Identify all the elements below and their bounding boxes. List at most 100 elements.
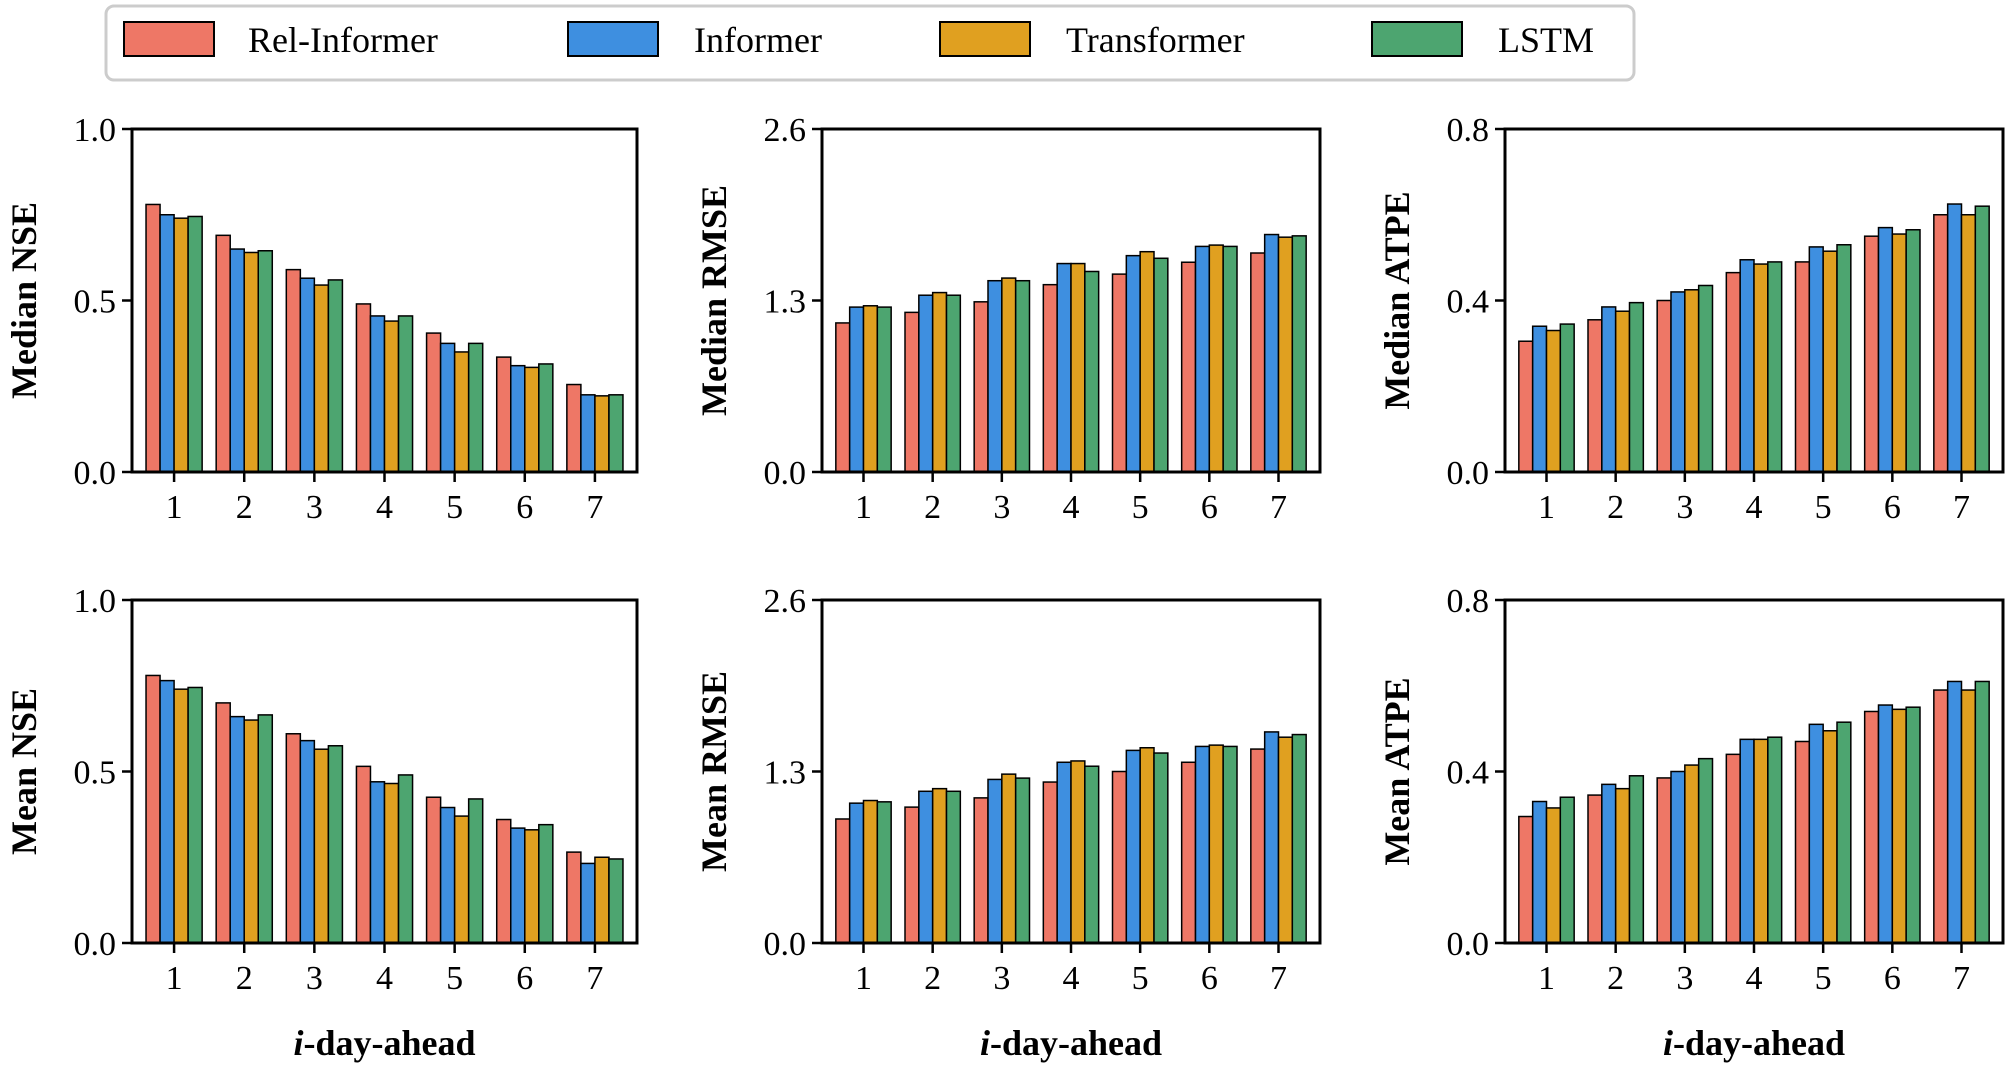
bar-informer-6 <box>510 827 526 944</box>
bar-informer-4 <box>369 315 386 473</box>
bar-transformer-4 <box>1753 263 1769 473</box>
x-tick-label: 4 <box>1063 960 1080 997</box>
x-tick-label: 4 <box>1063 489 1080 526</box>
bar-lstm-1 <box>876 306 892 473</box>
x-axis-title: i-day-ahead <box>980 1023 1162 1063</box>
bar-informer-7 <box>1263 731 1280 944</box>
bar-lstm-1 <box>187 686 203 944</box>
bar-rel-informer-1 <box>1518 815 1534 944</box>
bar-informer-1 <box>1531 800 1548 944</box>
x-tick-label: 3 <box>993 489 1010 526</box>
bar-lstm-7 <box>1291 733 1307 944</box>
bar-lstm-1 <box>876 801 892 944</box>
y-tick-label: 2.6 <box>764 112 807 149</box>
bar-transformer-4 <box>383 320 400 473</box>
x-tick-label: 1 <box>1538 489 1555 526</box>
legend-label: Informer <box>694 20 822 60</box>
bar-rel-informer-2 <box>1587 794 1603 944</box>
bar-transformer-2 <box>1614 310 1631 473</box>
bar-transformer-1 <box>1545 807 1562 944</box>
bar-transformer-6 <box>1891 233 1907 473</box>
bar-rel-informer-5 <box>1794 740 1811 944</box>
bar-lstm-2 <box>1628 301 1645 473</box>
bar-lstm-5 <box>467 798 484 944</box>
bar-rel-informer-7 <box>1250 252 1266 473</box>
bar-lstm-4 <box>1767 736 1783 944</box>
bar-informer-4 <box>369 781 386 944</box>
legend-swatch <box>123 21 215 57</box>
x-tick-label: 7 <box>1953 489 1970 526</box>
bar-lstm-7 <box>1974 680 1990 944</box>
bar-informer-3 <box>987 778 1003 944</box>
x-tick-label: 5 <box>1815 960 1832 997</box>
bar-rel-informer-2 <box>1587 319 1603 473</box>
bar-informer-4 <box>1739 738 1755 944</box>
bar-transformer-5 <box>1139 747 1155 944</box>
bar-lstm-6 <box>538 363 554 473</box>
bar-lstm-3 <box>1697 284 1714 473</box>
bar-rel-informer-7 <box>566 383 582 473</box>
bar-transformer-2 <box>1614 787 1631 944</box>
bar-informer-3 <box>299 277 316 473</box>
bar-informer-1 <box>848 306 865 473</box>
bar-lstm-4 <box>397 774 414 944</box>
bar-transformer-6 <box>524 829 540 944</box>
y-tick-label: 0.0 <box>1447 926 1490 963</box>
x-tick-label: 2 <box>1607 960 1624 997</box>
y-axis-title: Mean NSE <box>4 688 44 855</box>
bar-informer-7 <box>1946 680 1963 944</box>
bar-lstm-1 <box>1559 796 1575 944</box>
x-tick-label: 4 <box>376 960 393 997</box>
y-tick-label: 0.8 <box>1447 583 1490 620</box>
y-tick-label: 0.0 <box>764 455 807 492</box>
bar-transformer-5 <box>1822 730 1838 944</box>
bar-lstm-5 <box>1153 752 1169 944</box>
bar-transformer-3 <box>1684 289 1700 473</box>
bar-rel-informer-6 <box>495 818 512 944</box>
bar-transformer-3 <box>1001 773 1017 944</box>
bar-transformer-2 <box>243 719 260 944</box>
x-tick-label: 5 <box>1815 489 1832 526</box>
bar-informer-1 <box>159 679 175 944</box>
bar-informer-4 <box>1056 262 1072 473</box>
x-tick-label: 6 <box>1884 960 1901 997</box>
bar-lstm-3 <box>1014 777 1031 944</box>
bar-informer-3 <box>987 279 1003 473</box>
x-tick-label: 3 <box>306 960 323 997</box>
bar-transformer-4 <box>1070 262 1086 473</box>
y-tick-label: 0.4 <box>1447 284 1490 321</box>
bar-informer-5 <box>439 806 456 944</box>
bar-informer-4 <box>1739 259 1755 473</box>
y-tick-label: 1.0 <box>74 112 117 149</box>
x-tick-label: 6 <box>1201 960 1218 997</box>
legend-swatch <box>1371 21 1463 57</box>
bar-transformer-6 <box>1208 244 1224 473</box>
bar-transformer-3 <box>1684 764 1700 944</box>
y-tick-label: 0.0 <box>74 926 117 963</box>
bar-rel-informer-4 <box>355 765 372 944</box>
bar-rel-informer-7 <box>1933 214 1949 473</box>
y-tick-label: 0.0 <box>74 455 117 492</box>
x-tick-label: 6 <box>516 960 533 997</box>
legend-label: Rel-Informer <box>248 20 438 60</box>
bar-rel-informer-6 <box>1863 235 1880 473</box>
bar-rel-informer-7 <box>1250 748 1266 944</box>
bar-lstm-5 <box>1153 257 1169 473</box>
bar-lstm-4 <box>1084 270 1100 473</box>
bar-informer-2 <box>918 294 934 473</box>
x-tick-label: 1 <box>166 960 183 997</box>
x-tick-label: 1 <box>855 960 872 997</box>
bar-transformer-7 <box>1277 236 1294 473</box>
bar-transformer-7 <box>1960 214 1977 473</box>
bar-rel-informer-7 <box>566 851 582 944</box>
bar-rel-informer-3 <box>973 301 989 473</box>
bar-rel-informer-4 <box>1042 283 1058 473</box>
bar-informer-3 <box>299 739 316 944</box>
bar-rel-informer-6 <box>1863 710 1880 944</box>
x-tick-label: 3 <box>1676 489 1693 526</box>
bar-transformer-1 <box>173 688 189 944</box>
bar-rel-informer-5 <box>425 796 442 944</box>
y-tick-label: 0.0 <box>764 926 807 963</box>
bar-rel-informer-6 <box>1180 261 1197 473</box>
bar-transformer-7 <box>1277 736 1294 944</box>
